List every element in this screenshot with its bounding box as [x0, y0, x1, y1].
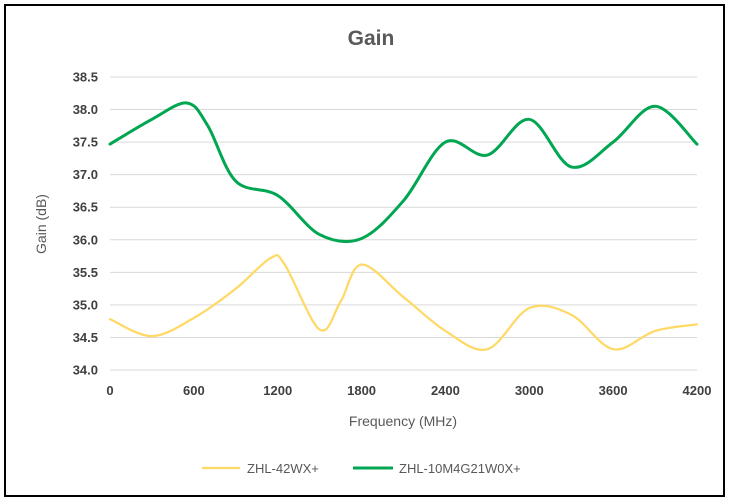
chart-frame [4, 4, 725, 497]
y-tick-label: 36.0 [73, 232, 98, 247]
y-tick-label: 36.5 [73, 200, 98, 215]
y-tick-label: 37.5 [73, 135, 98, 150]
legend-label: ZHL-10M4G21W0X+ [399, 461, 521, 476]
x-tick-label: 1200 [263, 383, 292, 398]
series-line-1 [108, 254, 699, 351]
series-line-2 [108, 101, 699, 244]
x-tick-label: 3600 [599, 383, 628, 398]
y-tick-label: 38.0 [73, 102, 98, 117]
x-tick-label: 1800 [347, 383, 376, 398]
legend: ZHL-42WX+ ZHL-10M4G21W0X+ [202, 461, 521, 476]
x-tick-label: 0 [106, 383, 113, 398]
y-tick-label: 34.0 [73, 363, 98, 378]
y-tick-label: 35.0 [73, 297, 98, 312]
y-axis-label: Gain (dB) [33, 194, 49, 254]
chart-title: Gain [348, 27, 395, 50]
y-tick-label: 34.5 [73, 330, 98, 345]
x-tick-label: 3000 [515, 383, 544, 398]
y-tick-label: 38.5 [73, 70, 98, 85]
y-tick-label: 35.5 [73, 265, 98, 280]
x-axis-label: Frequency (MHz) [349, 413, 457, 429]
x-tick-label: 2400 [431, 383, 460, 398]
y-tick-label: 37.0 [73, 167, 98, 182]
x-tick-label: 4200 [683, 383, 712, 398]
x-tick-label: 600 [183, 383, 205, 398]
legend-label: ZHL-42WX+ [247, 461, 319, 476]
